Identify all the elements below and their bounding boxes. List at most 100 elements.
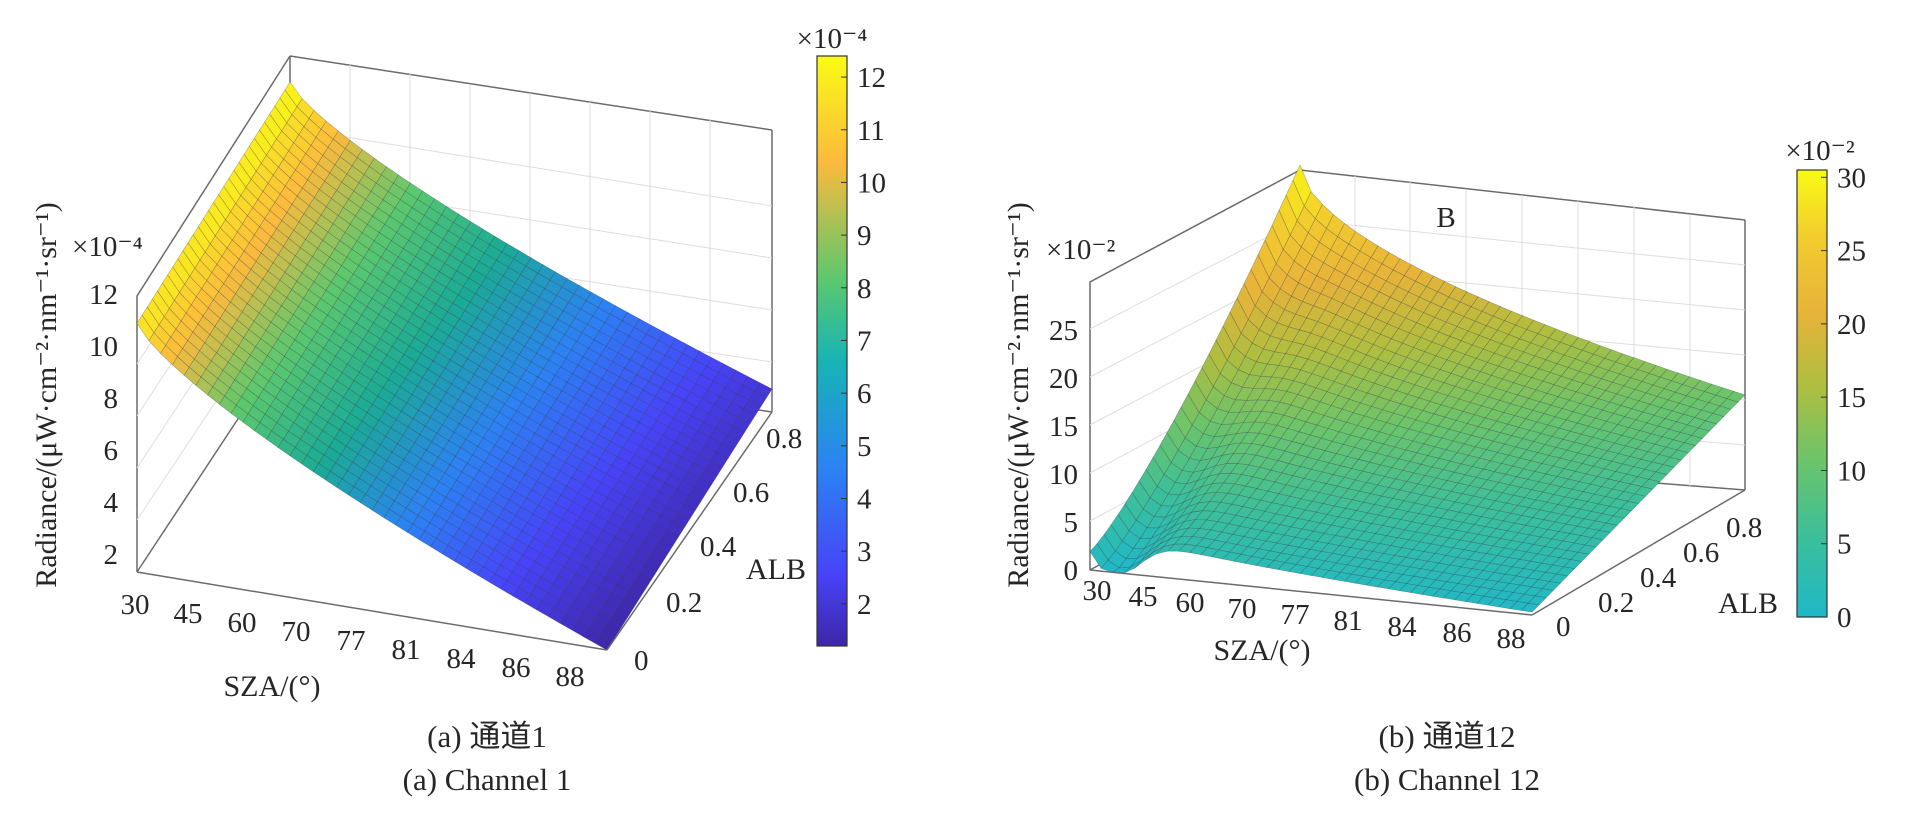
chart-a-x-tick: 81	[392, 634, 421, 666]
surface-patch	[644, 556, 663, 573]
surface-patch	[247, 405, 266, 423]
surface-patch	[514, 274, 533, 291]
surface-patch	[529, 328, 548, 346]
chart-b-x-tick: 84	[1388, 611, 1418, 643]
surface-patch	[207, 299, 226, 319]
surface-patch	[505, 419, 524, 436]
chart-b-front-axes	[1089, 489, 1746, 616]
surface-patch	[590, 386, 609, 403]
chart-a-colorbar-tick: 6	[857, 378, 872, 410]
surface-patch	[235, 195, 254, 217]
surface-patch	[324, 172, 343, 191]
chart-b-x-tick: 88	[1497, 623, 1526, 655]
chart-b-colorbar: 0 5 10 15 20 25 30 ×10⁻²	[1785, 135, 1866, 634]
surface-patch	[618, 495, 637, 512]
surface-patch	[613, 376, 632, 393]
chart-b-back-left-edge	[1089, 169, 1301, 570]
surface-patch	[493, 412, 512, 429]
surface-patch	[200, 368, 219, 388]
surface-patch	[600, 345, 619, 362]
surface-patch	[657, 331, 677, 348]
surface-patch	[592, 562, 611, 579]
surface-patch	[216, 344, 234, 363]
surface-patch	[457, 495, 476, 512]
surface-patch	[230, 203, 248, 225]
surface-patch	[212, 291, 231, 311]
surface-patch	[724, 378, 743, 395]
surface-patch	[1285, 179, 1305, 222]
chart-a-back-left-edge	[136, 55, 291, 572]
surface-patch	[289, 446, 308, 465]
surface-patch	[202, 210, 221, 237]
surface-patch	[658, 355, 678, 371]
surface-patch	[394, 199, 413, 217]
chart-b-z-exponent: ×10⁻²	[1046, 234, 1116, 266]
chart-b-z-tick: 15	[1049, 411, 1078, 443]
surface-patch	[151, 290, 170, 318]
surface-patch	[160, 344, 178, 366]
chart-b-x-tick: 60	[1176, 587, 1205, 619]
surface-patch	[622, 439, 641, 455]
surface-patch	[1222, 311, 1242, 348]
surface-patch	[292, 305, 311, 324]
surface-patch	[647, 499, 667, 516]
surface-patch	[379, 435, 398, 453]
chart-a-z-label: Radiance/(μW·cm⁻²·nm⁻¹·sr⁻¹)	[30, 202, 63, 587]
surface-patch	[534, 320, 553, 337]
chart-a-x-tick: 70	[282, 616, 311, 648]
surface-patch	[1131, 480, 1151, 510]
surface-patch	[501, 243, 520, 260]
surface-patch	[187, 234, 206, 261]
surface-patch	[192, 226, 211, 253]
surface-patch	[634, 342, 654, 358]
chart-a-colorbar-tick: 3	[857, 536, 872, 568]
surface-patch	[243, 145, 262, 172]
surface-patch	[492, 388, 511, 405]
surface-patch	[188, 358, 207, 378]
chart-a-z-ticks: 2 4 6 8 10 12	[89, 279, 119, 571]
surface-patch	[1243, 268, 1263, 307]
chart-a-z-tick: 10	[89, 331, 118, 363]
surface-patch	[615, 423, 634, 440]
chart-a-x-tick: 77	[337, 625, 366, 657]
surface-patch	[631, 525, 650, 542]
surface-patch	[660, 530, 679, 546]
surface-patch	[666, 521, 685, 538]
chart-b-x-tick: 45	[1129, 581, 1158, 613]
surface-patch	[508, 490, 527, 508]
chart-a-caption-cn: (a) 通道1	[427, 719, 547, 754]
chart-b-y-ticks: 0 0.2 0.4 0.6 0.8	[1556, 512, 1762, 643]
surface-patch	[748, 391, 767, 407]
chart-b-x-tick: 77	[1281, 599, 1310, 631]
chart-a-colorbar: 2 3 4 5 6 7 8 9 10 11 12 ×10⁻⁴	[797, 23, 886, 647]
chart-a-colorbar-exponent: ×10⁻⁴	[797, 23, 868, 55]
surface-patch	[1278, 194, 1298, 236]
surface-patch	[490, 468, 509, 485]
chart-b-colorbar-ramp	[1796, 169, 1828, 618]
chart-a-x-axis-line	[136, 571, 608, 651]
surface-patch	[1577, 544, 1597, 555]
chart-b-colorbar-exponent: ×10⁻²	[1785, 135, 1855, 167]
surface-patch	[430, 537, 449, 555]
surface-patch	[1236, 283, 1256, 321]
surface-patch	[199, 251, 218, 273]
chart-b-x-tick: 70	[1228, 593, 1257, 625]
chart-a-y-label: ALB	[746, 553, 806, 586]
surface-patch	[613, 503, 632, 520]
surface-patch	[1117, 503, 1137, 532]
surface-patch	[1152, 444, 1172, 475]
surface-patch	[508, 362, 527, 380]
surface-patch	[289, 339, 307, 357]
surface-patch	[1250, 254, 1270, 293]
surface-patch	[449, 455, 468, 473]
surface-patch	[677, 504, 696, 520]
surface-patch	[1159, 432, 1179, 463]
chart-b-z-tick: 10	[1049, 459, 1078, 491]
surface-patch	[654, 514, 673, 531]
surface-patch	[248, 137, 267, 164]
surface-patch	[600, 473, 619, 490]
surface-patch	[607, 384, 627, 401]
surface-patch	[502, 371, 521, 388]
surface-patch	[594, 482, 614, 499]
surface-patch	[619, 519, 638, 536]
